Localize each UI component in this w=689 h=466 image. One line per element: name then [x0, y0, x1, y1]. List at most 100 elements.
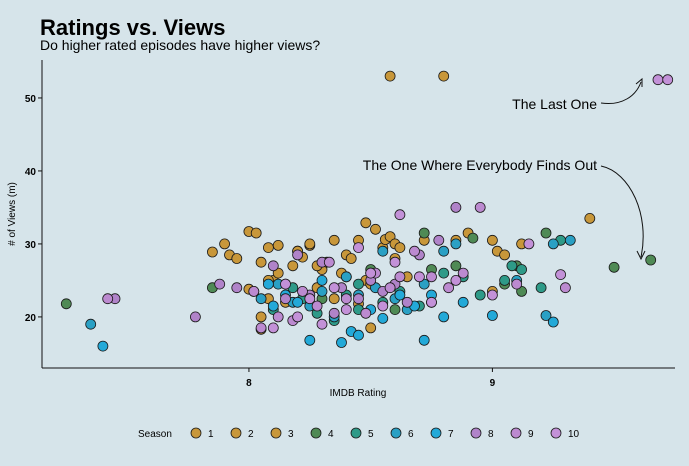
point-season-6-1: [255, 293, 267, 305]
annotations: The Last One The One Where Everybody Fin…: [363, 77, 646, 261]
point-season-10-4: [292, 311, 304, 323]
point-season-7-1: [262, 278, 274, 290]
point-season-8-5: [267, 260, 279, 272]
point-season-6-10: [377, 245, 389, 257]
point-season-7-7: [336, 337, 347, 348]
point-season-9-6: [311, 300, 323, 312]
point-season-9-2: [255, 322, 267, 334]
point-season-9-0: [102, 293, 114, 305]
point-season-9-13: [409, 245, 420, 257]
point-season-9-18: [511, 278, 523, 290]
y-axis-title: # of Views (m): [7, 182, 18, 246]
point-season-7-9: [353, 329, 364, 341]
legend-key-season-7: [430, 427, 442, 439]
chart-title: Ratings vs. Views: [40, 15, 225, 40]
point-season-10-7: [328, 282, 340, 294]
legend-label-season-2: 2: [248, 429, 254, 440]
point-season-7-5: [304, 334, 316, 346]
point-season-6-7: [340, 271, 352, 283]
point-season-10-10: [365, 267, 377, 279]
point-season-3-5: [272, 239, 284, 251]
point-season-2-1: [438, 70, 450, 82]
point-season-9-7: [323, 256, 335, 268]
point-season-8-2: [214, 278, 226, 290]
point-season-6-5: [316, 285, 328, 297]
point-season-4-7: [467, 232, 479, 244]
legend-label-season-5: 5: [368, 429, 374, 440]
point-season-5-16: [516, 264, 527, 275]
point-season-1-9: [287, 260, 299, 272]
point-season-4-13: [645, 254, 657, 266]
point-season-4-14: [389, 304, 401, 316]
point-season-10-1: [662, 74, 674, 86]
point-season-8-1: [189, 311, 201, 323]
legend-key-season-9: [510, 427, 522, 439]
point-season-1-0: [206, 246, 218, 258]
point-season-7-19: [547, 316, 559, 328]
point-season-8-18: [433, 234, 445, 246]
legend-label-season-9: 9: [528, 429, 534, 440]
point-season-2-13: [486, 234, 498, 246]
point-season-6-15: [450, 238, 462, 250]
point-season-7-18: [486, 310, 498, 321]
point-season-10-14: [413, 271, 425, 283]
point-season-6-18: [547, 238, 559, 250]
data-points: [60, 70, 674, 352]
point-season-7-11: [377, 312, 389, 324]
point-season-8-12: [353, 293, 364, 305]
point-season-9-8: [340, 293, 352, 305]
legend-label-season-3: 3: [288, 429, 294, 440]
point-season-3-3: [255, 256, 267, 268]
point-season-4-11: [540, 227, 552, 239]
point-season-4-4: [418, 227, 430, 239]
point-season-8-16: [401, 296, 413, 308]
annotation-last-one-arrowhead: [635, 77, 643, 87]
point-season-7-4: [292, 296, 304, 308]
point-season-10-9: [353, 242, 364, 254]
point-season-7-16: [438, 311, 450, 323]
y-tick-label-40: 40: [25, 167, 37, 178]
point-season-9-15: [443, 282, 455, 294]
point-season-5-14: [499, 274, 511, 286]
legend-label-season-1: 1: [208, 429, 214, 440]
point-season-5-15: [506, 260, 518, 272]
annotation-everybody-finds-out-arrowhead: [636, 250, 646, 261]
point-season-3-2: [250, 227, 262, 239]
point-season-10-3: [280, 278, 291, 290]
point-season-10-8: [340, 304, 352, 316]
point-season-10-12: [389, 256, 401, 268]
point-season-10-13: [394, 209, 406, 221]
axis-ticks: 8 9 20 30 40 50: [25, 94, 496, 389]
point-season-3-18: [584, 212, 596, 224]
legend-key-season-4: [310, 427, 322, 439]
point-season-7-2: [267, 300, 279, 312]
legend-key-season-10: [550, 427, 562, 439]
point-season-9-3: [272, 311, 284, 323]
annotation-everybody-finds-out-arrow: [600, 165, 644, 258]
point-season-10-18: [523, 238, 535, 250]
point-season-6-14: [438, 245, 450, 257]
point-season-9-1: [248, 285, 260, 297]
legend-label-season-8: 8: [488, 429, 494, 440]
point-season-4-0: [60, 298, 72, 310]
x-axis-title: IMDB Rating: [330, 388, 387, 399]
legend-key-season-2: [230, 427, 242, 439]
point-season-10-5: [304, 293, 316, 305]
point-season-8-19: [450, 201, 462, 213]
legend-label-season-10: 10: [568, 429, 580, 440]
legend-title: Season: [138, 429, 172, 440]
point-season-3-11: [328, 234, 340, 246]
annotation-last-one-arrow: [600, 81, 642, 105]
point-season-4-6: [450, 260, 462, 272]
x-tick-label-8: 8: [246, 378, 252, 389]
point-season-8-3: [231, 282, 243, 294]
point-season-2-15: [499, 249, 511, 261]
point-season-10-11: [377, 300, 389, 312]
point-season-7-17: [457, 296, 469, 308]
point-season-1-5: [262, 242, 274, 254]
point-season-9-5: [297, 285, 308, 297]
point-season-2-0: [384, 70, 396, 82]
point-season-9-17: [474, 201, 486, 213]
